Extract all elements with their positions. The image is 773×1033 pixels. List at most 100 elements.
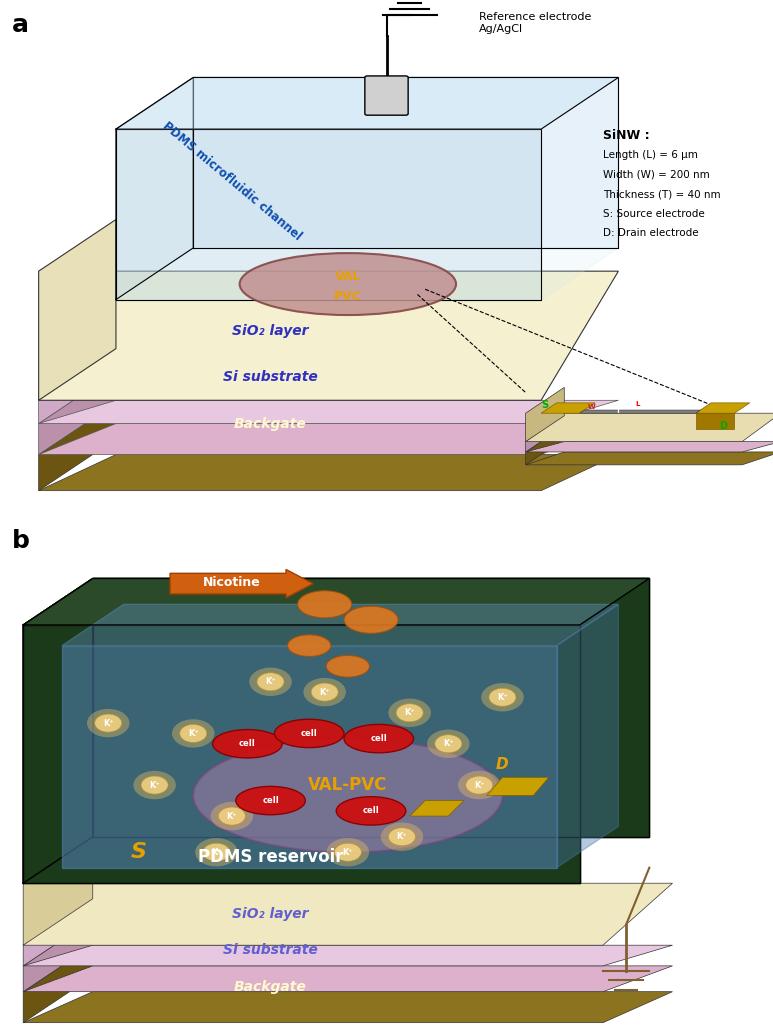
Polygon shape <box>93 578 649 837</box>
Polygon shape <box>23 945 673 966</box>
Ellipse shape <box>193 739 502 852</box>
Ellipse shape <box>466 776 493 794</box>
Text: D: Drain electrode: D: Drain electrode <box>603 228 699 239</box>
Ellipse shape <box>274 719 344 748</box>
Text: W: W <box>587 404 595 410</box>
Ellipse shape <box>180 724 207 743</box>
Polygon shape <box>487 777 549 795</box>
Text: cell: cell <box>239 740 256 748</box>
Ellipse shape <box>203 843 230 862</box>
Text: L: L <box>635 401 640 407</box>
Text: Reference electrode
Ag/AgCl: Reference electrode Ag/AgCl <box>479 12 591 34</box>
Polygon shape <box>39 400 618 424</box>
Ellipse shape <box>196 838 238 867</box>
Polygon shape <box>696 413 734 429</box>
Polygon shape <box>23 625 580 883</box>
Polygon shape <box>39 271 618 400</box>
Polygon shape <box>526 452 773 465</box>
Text: Nicotine: Nicotine <box>203 576 261 589</box>
Polygon shape <box>193 77 618 248</box>
Ellipse shape <box>250 667 292 696</box>
Ellipse shape <box>134 771 176 800</box>
Text: K⁺: K⁺ <box>188 729 199 738</box>
Polygon shape <box>23 837 93 945</box>
Text: K⁺: K⁺ <box>103 719 114 727</box>
Text: K⁺: K⁺ <box>404 709 415 717</box>
Polygon shape <box>526 387 564 442</box>
Ellipse shape <box>327 838 369 867</box>
Text: SiO₂ layer: SiO₂ layer <box>233 323 308 338</box>
Text: S: Source electrode: S: Source electrode <box>603 209 705 219</box>
Polygon shape <box>526 426 564 465</box>
Polygon shape <box>526 415 564 452</box>
Text: K⁺: K⁺ <box>226 812 237 820</box>
Polygon shape <box>23 919 93 992</box>
Ellipse shape <box>236 786 305 815</box>
Text: Si substrate: Si substrate <box>223 370 318 384</box>
Ellipse shape <box>257 672 284 691</box>
Ellipse shape <box>219 807 246 825</box>
Text: SiNW :: SiNW : <box>603 129 649 143</box>
Text: K⁺: K⁺ <box>265 678 276 686</box>
Polygon shape <box>23 966 673 992</box>
Ellipse shape <box>336 796 406 825</box>
Text: K⁺: K⁺ <box>342 848 353 856</box>
Ellipse shape <box>389 827 416 846</box>
Polygon shape <box>116 248 618 300</box>
Ellipse shape <box>213 729 282 758</box>
Ellipse shape <box>389 698 431 727</box>
Text: Backgate: Backgate <box>234 416 307 431</box>
Text: Si substrate: Si substrate <box>223 943 318 958</box>
Polygon shape <box>116 129 541 300</box>
Ellipse shape <box>458 771 501 800</box>
Text: SiO₂ layer: SiO₂ layer <box>233 907 308 921</box>
Ellipse shape <box>326 655 369 678</box>
Polygon shape <box>557 604 618 868</box>
Ellipse shape <box>435 734 462 753</box>
Ellipse shape <box>95 714 122 732</box>
Text: VAL: VAL <box>335 270 361 283</box>
Text: Length (L) = 6 μm: Length (L) = 6 μm <box>603 150 698 160</box>
Ellipse shape <box>334 843 362 862</box>
Text: PDMS reservoir: PDMS reservoir <box>198 848 343 867</box>
Ellipse shape <box>288 634 331 657</box>
Text: K⁺: K⁺ <box>211 848 222 856</box>
Polygon shape <box>23 945 93 1023</box>
Text: Width (W) = 200 nm: Width (W) = 200 nm <box>603 169 710 180</box>
Text: K⁺: K⁺ <box>443 740 454 748</box>
Ellipse shape <box>172 719 215 748</box>
Text: K⁺: K⁺ <box>319 688 330 696</box>
Polygon shape <box>23 578 93 883</box>
Polygon shape <box>116 77 618 129</box>
Ellipse shape <box>298 591 352 618</box>
Ellipse shape <box>344 606 398 633</box>
Ellipse shape <box>397 703 424 722</box>
Text: K⁺: K⁺ <box>149 781 160 789</box>
Polygon shape <box>39 220 116 400</box>
Text: T: T <box>616 408 621 413</box>
Text: cell: cell <box>363 807 380 815</box>
Text: a: a <box>12 12 29 37</box>
Text: cell: cell <box>301 729 318 738</box>
Ellipse shape <box>211 802 254 831</box>
Polygon shape <box>526 413 773 442</box>
Polygon shape <box>39 424 618 455</box>
Polygon shape <box>410 801 464 816</box>
Text: VAL-PVC: VAL-PVC <box>308 776 387 794</box>
Text: K⁺: K⁺ <box>397 833 407 841</box>
Ellipse shape <box>312 683 339 701</box>
Ellipse shape <box>489 688 516 707</box>
Polygon shape <box>23 899 93 966</box>
Polygon shape <box>696 403 750 413</box>
Ellipse shape <box>344 724 414 753</box>
Text: cell: cell <box>370 734 387 743</box>
Text: D: D <box>719 421 727 431</box>
Polygon shape <box>39 349 116 424</box>
Ellipse shape <box>381 822 424 851</box>
Ellipse shape <box>141 776 169 794</box>
Text: Thickness (T) = 40 nm: Thickness (T) = 40 nm <box>603 189 720 199</box>
Ellipse shape <box>87 709 130 738</box>
Polygon shape <box>62 646 557 868</box>
FancyArrow shape <box>170 569 313 598</box>
Text: K⁺: K⁺ <box>497 693 508 701</box>
